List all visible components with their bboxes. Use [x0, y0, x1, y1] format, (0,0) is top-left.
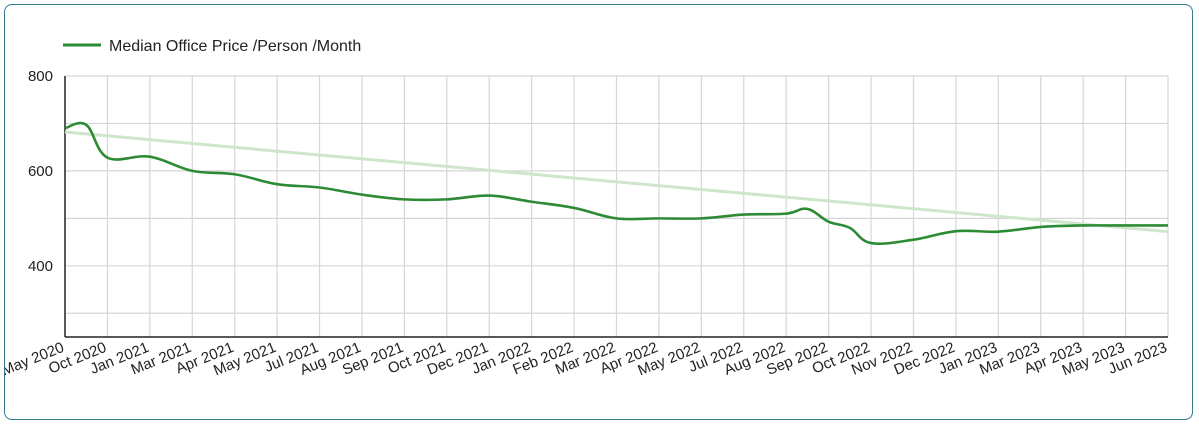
- chart-card: 400 600 800 May 2020 Oct 2020 Jan 2021 Mar 202…: [4, 4, 1193, 420]
- trend-line: [64, 130, 1169, 234]
- legend-label: Median Office Price /Person /Month: [109, 38, 361, 55]
- y-tick-label: 600: [28, 163, 53, 180]
- y-tick-label: 800: [28, 68, 53, 85]
- y-tick-label: 400: [28, 258, 53, 275]
- series-line-median-office-price: [64, 121, 1168, 246]
